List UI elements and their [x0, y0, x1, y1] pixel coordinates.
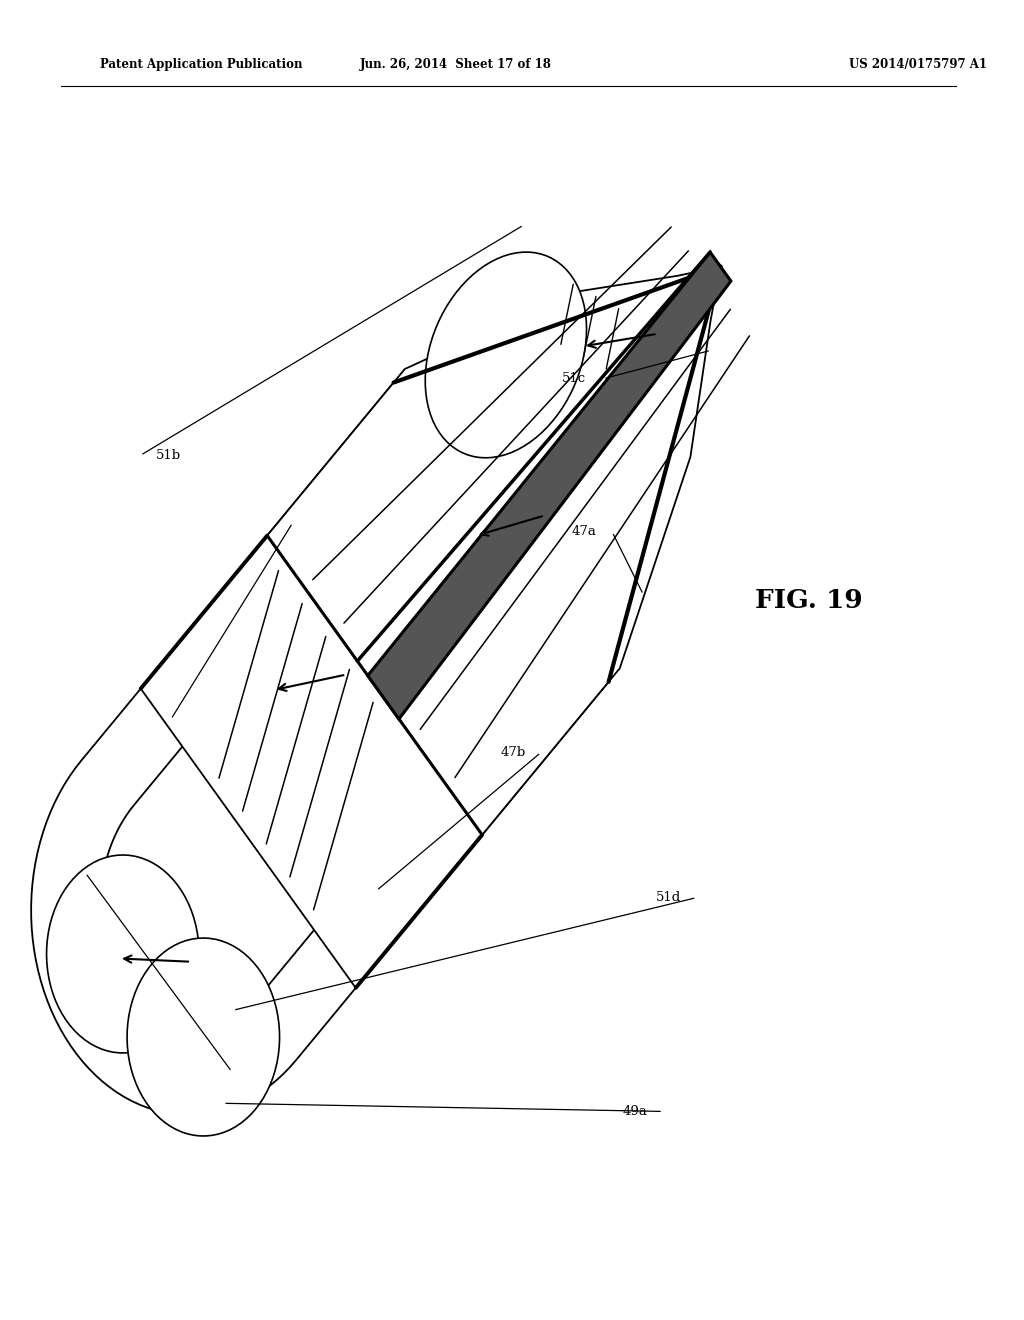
Text: 49a: 49a	[623, 1105, 647, 1118]
Polygon shape	[127, 939, 280, 1137]
Text: 51a: 51a	[186, 713, 212, 726]
Text: 49b: 49b	[247, 1065, 272, 1078]
Polygon shape	[425, 252, 587, 458]
Text: 47b: 47b	[501, 746, 525, 759]
Polygon shape	[368, 252, 731, 719]
Text: FIG. 19: FIG. 19	[755, 589, 862, 612]
Text: US 2014/0175797 A1: US 2014/0175797 A1	[849, 58, 987, 71]
Polygon shape	[140, 536, 482, 987]
Text: Patent Application Publication: Patent Application Publication	[99, 58, 302, 71]
Text: 51c: 51c	[562, 372, 587, 385]
Text: 51b: 51b	[156, 449, 181, 462]
Polygon shape	[100, 267, 721, 1026]
Text: Jun. 26, 2014  Sheet 17 of 18: Jun. 26, 2014 Sheet 17 of 18	[359, 58, 552, 71]
Text: 47a: 47a	[571, 525, 596, 539]
Polygon shape	[46, 855, 199, 1053]
Polygon shape	[267, 267, 721, 834]
Polygon shape	[31, 267, 721, 1115]
Text: 51d: 51d	[656, 891, 681, 904]
